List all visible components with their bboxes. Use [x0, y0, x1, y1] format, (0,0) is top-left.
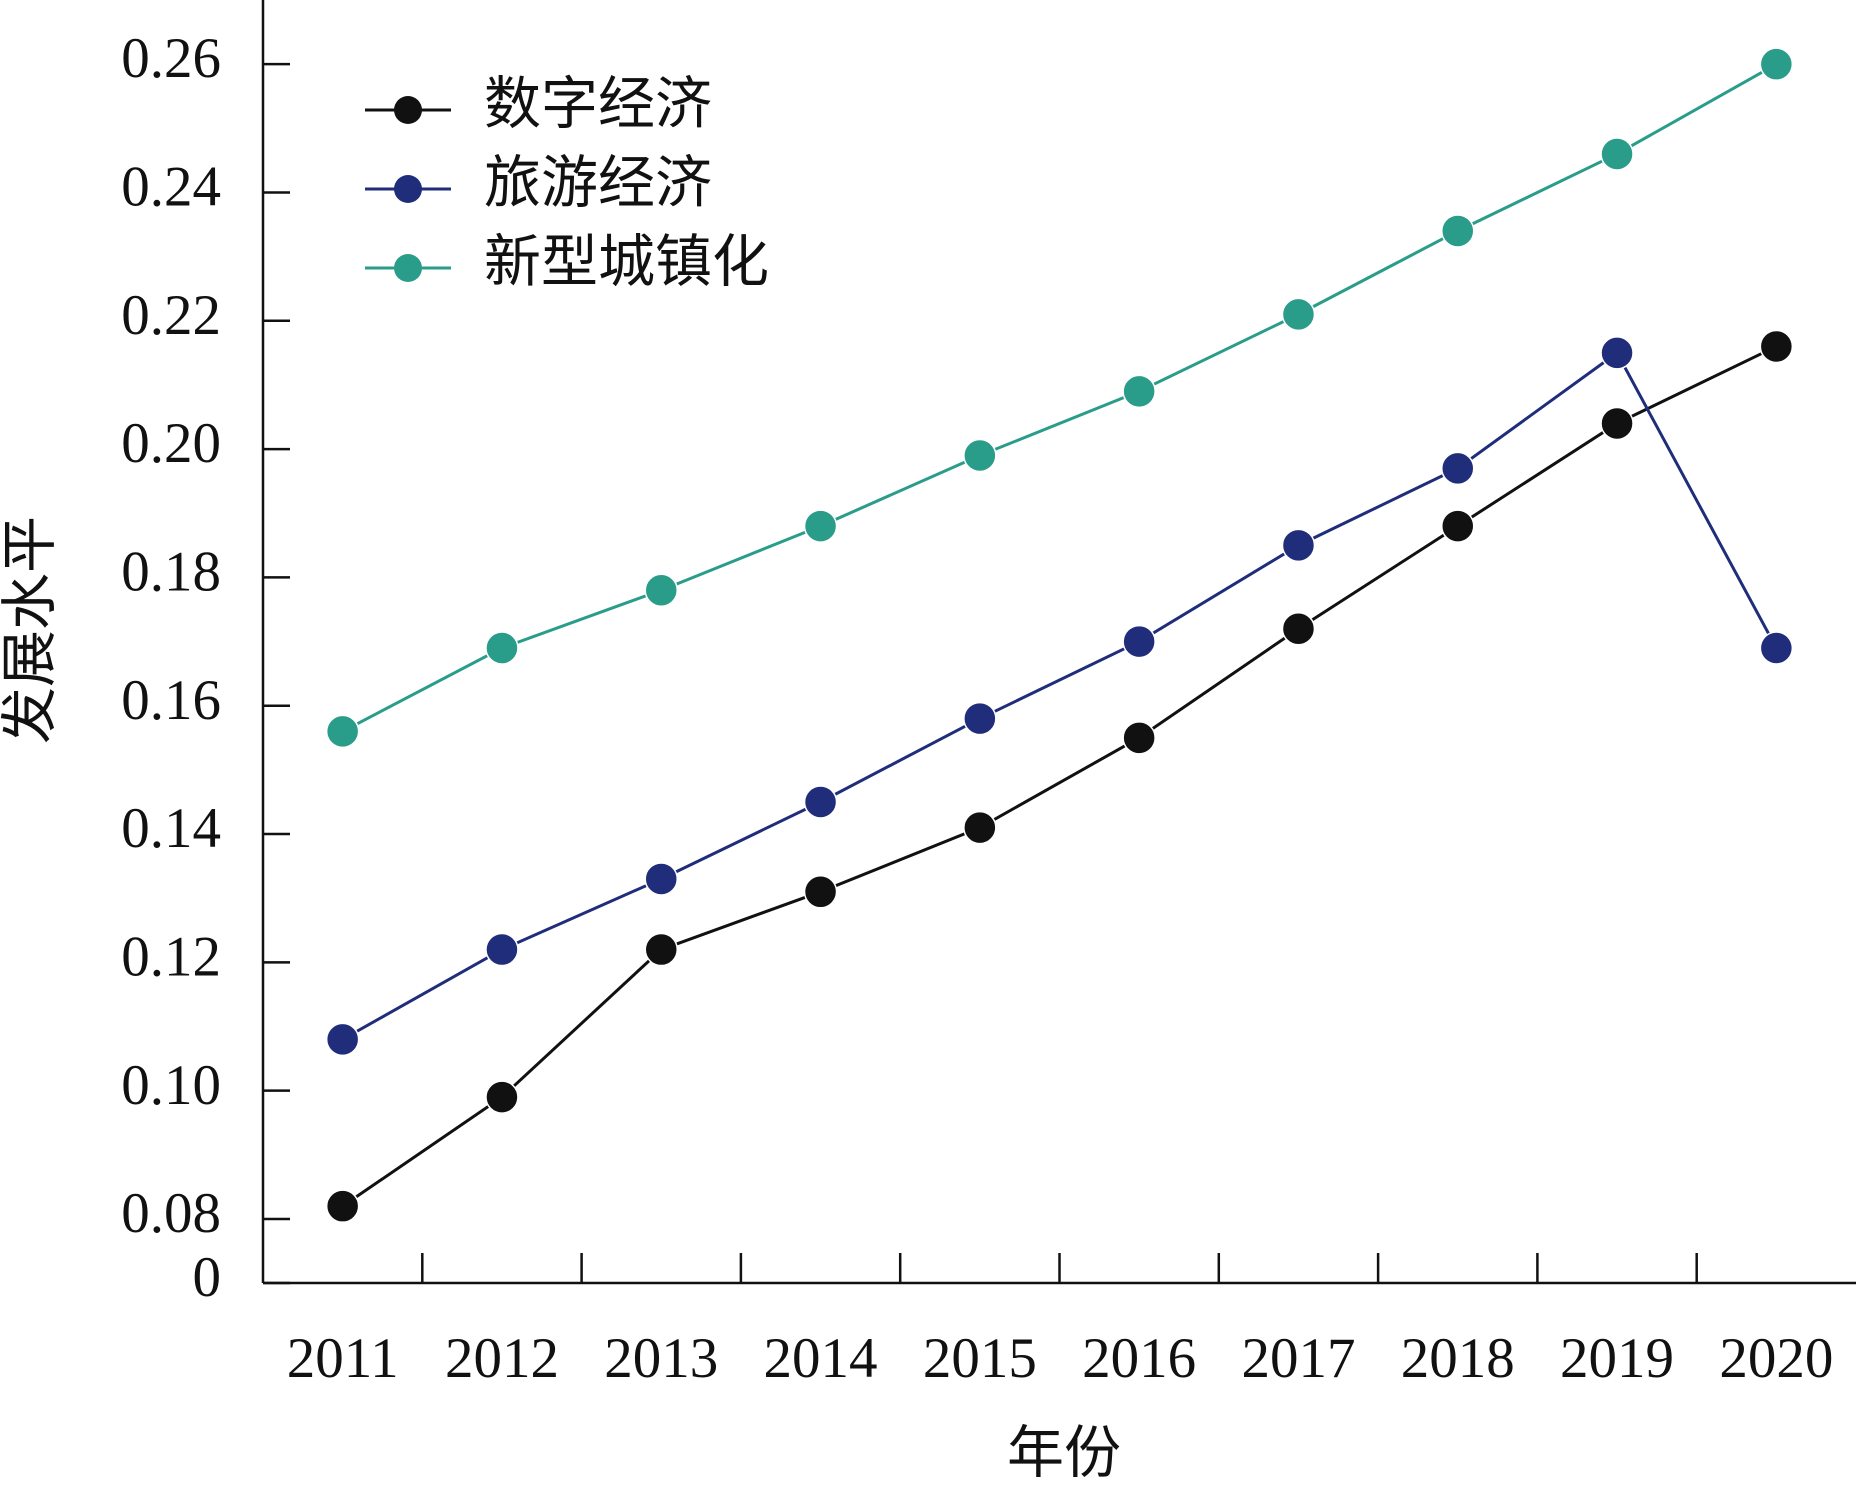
y-tick-label: 0.08	[121, 1182, 221, 1245]
point	[325, 1022, 360, 1057]
point	[1122, 374, 1156, 409]
point	[1759, 329, 1794, 364]
point	[1281, 611, 1316, 646]
y-tick-label: 0.16	[121, 669, 221, 732]
point	[963, 438, 997, 473]
point	[803, 509, 838, 543]
legend-label: 数字经济	[484, 73, 712, 136]
series-line	[341, 62, 1778, 733]
legend-marker	[394, 254, 422, 282]
point	[1122, 624, 1156, 659]
point	[644, 573, 678, 608]
point	[1600, 137, 1634, 171]
point	[644, 862, 678, 896]
point	[963, 701, 997, 736]
y-tick-label: 0.10	[121, 1054, 221, 1117]
point	[325, 1189, 360, 1223]
y-tick-label: 0.24	[121, 156, 221, 219]
point	[1441, 509, 1475, 543]
legend-marker	[394, 175, 422, 203]
y-tick-label: 0.12	[121, 925, 221, 988]
legend-label: 旅游经济	[484, 152, 712, 215]
y-tick-label: 0.20	[121, 412, 221, 475]
y-tick-label: 0	[193, 1246, 222, 1309]
x-tick-label: 2017	[1241, 1327, 1355, 1390]
point	[963, 810, 997, 845]
x-tick-label: 2014	[764, 1327, 878, 1390]
series-line	[341, 345, 1778, 1208]
x-tick-label: 2020	[1719, 1327, 1833, 1390]
point	[1441, 451, 1475, 486]
point	[1759, 631, 1794, 665]
point	[1281, 528, 1316, 563]
point	[1600, 336, 1634, 370]
point	[644, 932, 678, 967]
x-axis-label: 年份	[1007, 1422, 1121, 1485]
x-tick-label: 2012	[445, 1327, 559, 1390]
legend-label: 新型城镇化	[484, 231, 769, 294]
point	[1600, 406, 1634, 441]
point	[1759, 47, 1794, 81]
x-tick-label: 2019	[1560, 1327, 1674, 1390]
legend-marker	[394, 96, 422, 124]
point	[485, 631, 519, 665]
point	[1122, 721, 1156, 755]
point	[325, 714, 360, 749]
point	[485, 1080, 519, 1114]
y-axis-label: 发展水平	[0, 516, 62, 744]
point	[1281, 297, 1316, 332]
x-tick-label: 2011	[287, 1327, 399, 1390]
x-tick-label: 2016	[1082, 1327, 1196, 1390]
point	[485, 932, 519, 967]
point	[803, 875, 838, 909]
x-tick-label: 2013	[604, 1327, 718, 1390]
y-tick-label: 0.26	[121, 27, 221, 90]
y-tick-label: 0.22	[121, 284, 221, 347]
point	[1441, 214, 1475, 248]
point	[803, 785, 838, 819]
x-tick-label: 2015	[923, 1327, 1037, 1390]
y-tick-label: 0.18	[121, 540, 221, 603]
series-line	[341, 350, 1778, 1041]
y-tick-label: 0.14	[121, 797, 221, 860]
x-tick-label: 2018	[1401, 1327, 1515, 1390]
